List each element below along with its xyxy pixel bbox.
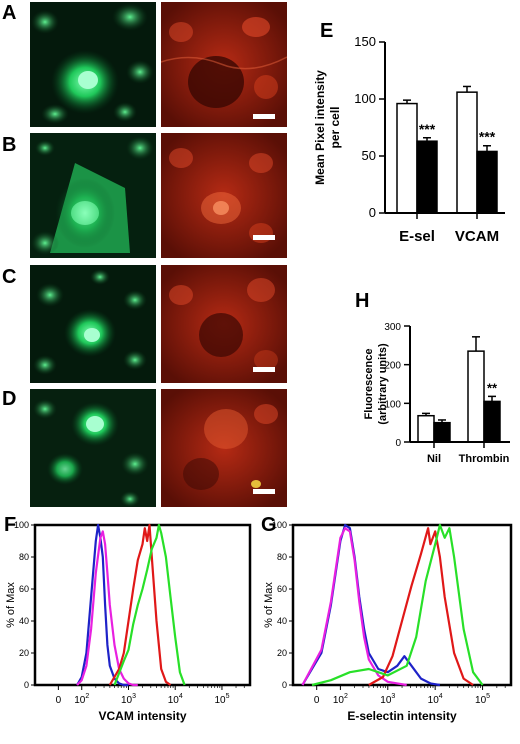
y-tick-label: 40 [19, 616, 29, 626]
x-tick-label: 0 [314, 695, 320, 706]
micrograph-b-green [30, 133, 156, 258]
x-axis-label: E-selectin intensity [347, 709, 457, 723]
histogram-f: 0 20 40 60 80 100 % of Max 0 102 103 104 105 VCAM in… [5, 520, 252, 723]
y-axis-label: Fluorescence [363, 349, 375, 420]
scale-bar [253, 235, 275, 240]
y-axis-label: % of Max [5, 582, 17, 628]
significance-label: *** [419, 121, 436, 137]
panel-label-a: A [2, 2, 17, 24]
micrograph-c-green [30, 265, 156, 383]
micrograph-d-green [30, 389, 156, 507]
micrograph-a-green [30, 2, 156, 127]
x-tick-label: VCAM [455, 228, 499, 245]
y-tick-label: 0 [369, 205, 376, 220]
x-tick-label: 104 [168, 693, 183, 706]
bar [416, 140, 438, 214]
x-tick-label: 104 [428, 693, 443, 706]
bar [396, 102, 418, 214]
x-tick-label: 105 [475, 693, 490, 706]
bar-chart-e: 0 50 100 150 Mean Pixel intensity per cell ***… [313, 34, 505, 245]
panel-label-g: G [261, 514, 277, 536]
y-tick-label: 0 [395, 438, 401, 449]
histogram-trace [311, 523, 484, 687]
significance-label: *** [479, 129, 496, 145]
micrograph-c-green-image [30, 265, 156, 383]
scale-bar [253, 489, 275, 494]
x-tick-label: E-sel [399, 228, 435, 245]
y-tick-label: 100 [14, 520, 29, 530]
histogram-trace [108, 523, 172, 686]
histogram-trace [301, 523, 441, 687]
y-tick-label: 100 [272, 520, 287, 530]
y-tick-label: 100 [354, 91, 376, 106]
bar-chart-h: 0 100 200 300 Fluorescence (arbitrary units) N… [363, 322, 510, 465]
x-tick-label: 105 [214, 693, 229, 706]
y-tick-label: 80 [19, 552, 29, 562]
scale-bar [253, 114, 275, 119]
histogram-trace [301, 527, 407, 687]
bar [467, 350, 485, 443]
y-axis-label: % of Max [263, 582, 275, 628]
micrograph-d-red-image [161, 389, 287, 507]
histogram-trace [76, 523, 129, 687]
histogram-g: 0 20 40 60 80 100 % of Max 0 102 103 104 105 E-selec… [263, 520, 513, 723]
x-tick-label: Nil [427, 453, 441, 465]
histogram-trace [368, 527, 474, 686]
scale-bar [253, 367, 275, 372]
y-tick-label: 300 [384, 322, 401, 333]
micrograph-b-red [161, 133, 287, 258]
y-tick-label: 50 [362, 148, 376, 163]
x-tick-label: 103 [380, 693, 395, 706]
panel-label-h: H [355, 290, 370, 312]
bar [456, 91, 478, 214]
y-tick-label: 0 [282, 680, 287, 690]
histogram-trace [76, 530, 138, 687]
bar [417, 414, 435, 443]
panel-label-e: E [320, 20, 334, 42]
y-tick-label: 0 [24, 680, 29, 690]
micrograph-d-green-image [30, 389, 156, 507]
histogram-trace [113, 523, 186, 686]
bar [476, 150, 498, 214]
micrograph-b-green-image [30, 133, 156, 258]
y-tick-label: 60 [277, 584, 287, 594]
y-tick-label: 40 [277, 616, 287, 626]
y-axis-label: per cell [328, 106, 342, 148]
y-tick-label: 20 [277, 648, 287, 658]
panel-label-f: F [4, 514, 17, 536]
y-tick-label: 60 [19, 584, 29, 594]
y-axis-label: Mean Pixel intensity [313, 70, 327, 185]
micrograph-a-red-image [161, 2, 287, 127]
x-axis-label: VCAM intensity [98, 709, 186, 723]
y-tick-label: 200 [384, 361, 401, 372]
x-tick-label: Thrombin [459, 453, 510, 465]
bar [483, 400, 501, 443]
y-tick-label: 150 [354, 34, 376, 49]
micrograph-d-red [161, 389, 287, 507]
panel-label-b: B [2, 134, 17, 156]
plot-frame [33, 523, 252, 687]
y-axis-label: (arbitrary units) [377, 343, 389, 425]
panel-label-c: C [2, 266, 17, 288]
y-tick-label: 100 [384, 399, 401, 410]
x-tick-label: 102 [333, 693, 348, 706]
y-tick-label: 80 [277, 552, 287, 562]
bar [433, 421, 451, 443]
x-tick-label: 0 [56, 695, 62, 706]
significance-label: ** [487, 380, 498, 395]
panel-label-d: D [2, 388, 17, 410]
x-tick-label: 103 [121, 693, 136, 706]
x-tick-label: 102 [74, 693, 89, 706]
y-tick-label: 20 [19, 648, 29, 658]
micrograph-a-green-image [30, 2, 156, 127]
micrograph-c-red-image [161, 265, 287, 383]
micrograph-a-red [161, 2, 287, 127]
micrograph-c-red [161, 265, 287, 383]
